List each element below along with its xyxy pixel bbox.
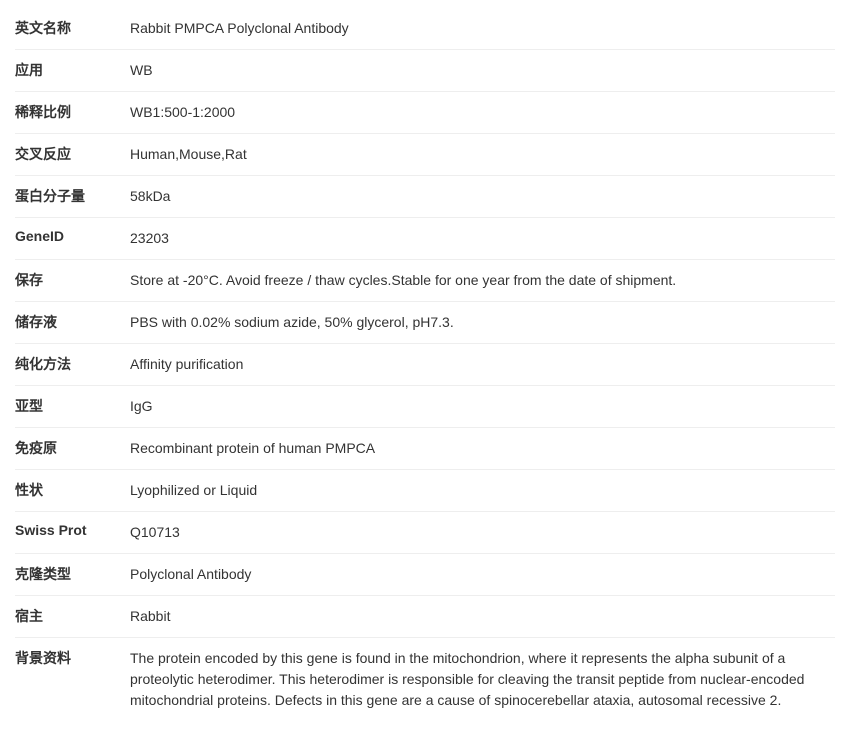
spec-label: 宿主	[15, 606, 130, 626]
spec-value: Lyophilized or Liquid	[130, 480, 835, 501]
spec-value: IgG	[130, 396, 835, 417]
spec-label: 保存	[15, 270, 130, 290]
spec-value: WB1:500-1:2000	[130, 102, 835, 123]
spec-row: 亚型 IgG	[15, 386, 835, 428]
spec-row: GeneID 23203	[15, 218, 835, 260]
spec-label: 背景资料	[15, 648, 130, 668]
spec-row: 宿主 Rabbit	[15, 596, 835, 638]
spec-value: 58kDa	[130, 186, 835, 207]
spec-label: 纯化方法	[15, 354, 130, 374]
spec-value: Rabbit PMPCA Polyclonal Antibody	[130, 18, 835, 39]
spec-row: 性状 Lyophilized or Liquid	[15, 470, 835, 512]
spec-value: Recombinant protein of human PMPCA	[130, 438, 835, 459]
spec-label: 性状	[15, 480, 130, 500]
spec-value: Human,Mouse,Rat	[130, 144, 835, 165]
spec-value: Rabbit	[130, 606, 835, 627]
spec-label: 英文名称	[15, 18, 130, 38]
spec-row: 克隆类型 Polyclonal Antibody	[15, 554, 835, 596]
spec-table: 英文名称 Rabbit PMPCA Polyclonal Antibody 应用…	[15, 8, 835, 721]
spec-row: 交叉反应 Human,Mouse,Rat	[15, 134, 835, 176]
spec-row: 稀释比例 WB1:500-1:2000	[15, 92, 835, 134]
spec-value: Polyclonal Antibody	[130, 564, 835, 585]
spec-label: 稀释比例	[15, 102, 130, 122]
spec-label: Swiss Prot	[15, 522, 130, 538]
spec-label: 免疫原	[15, 438, 130, 458]
spec-label: 亚型	[15, 396, 130, 416]
spec-row: 保存 Store at -20°C. Avoid freeze / thaw c…	[15, 260, 835, 302]
spec-row: 背景资料 The protein encoded by this gene is…	[15, 638, 835, 721]
spec-row: 纯化方法 Affinity purification	[15, 344, 835, 386]
spec-value: 23203	[130, 228, 835, 249]
spec-label: 交叉反应	[15, 144, 130, 164]
spec-row: 储存液 PBS with 0.02% sodium azide, 50% gly…	[15, 302, 835, 344]
spec-value: Store at -20°C. Avoid freeze / thaw cycl…	[130, 270, 835, 291]
spec-row: 应用 WB	[15, 50, 835, 92]
spec-value: The protein encoded by this gene is foun…	[130, 648, 835, 711]
spec-row: 免疫原 Recombinant protein of human PMPCA	[15, 428, 835, 470]
spec-row: Swiss Prot Q10713	[15, 512, 835, 554]
spec-value: WB	[130, 60, 835, 81]
spec-value: Q10713	[130, 522, 835, 543]
spec-label: 蛋白分子量	[15, 186, 130, 206]
spec-label: 储存液	[15, 312, 130, 332]
spec-label: 应用	[15, 60, 130, 80]
spec-value: PBS with 0.02% sodium azide, 50% glycero…	[130, 312, 835, 333]
spec-row: 英文名称 Rabbit PMPCA Polyclonal Antibody	[15, 8, 835, 50]
spec-row: 蛋白分子量 58kDa	[15, 176, 835, 218]
spec-value: Affinity purification	[130, 354, 835, 375]
spec-label: GeneID	[15, 228, 130, 244]
spec-label: 克隆类型	[15, 564, 130, 584]
